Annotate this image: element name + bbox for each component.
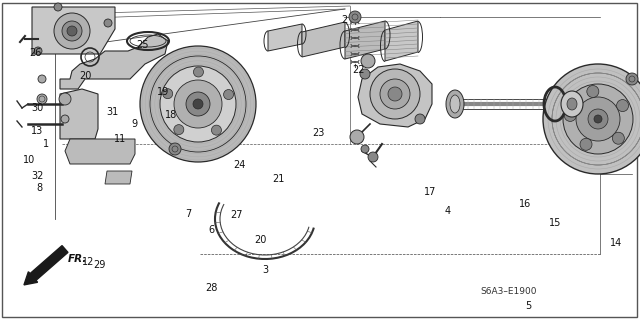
Circle shape <box>223 90 234 100</box>
Text: 20: 20 <box>254 235 267 245</box>
Text: 29: 29 <box>93 260 106 271</box>
Polygon shape <box>60 89 98 139</box>
Circle shape <box>59 93 71 105</box>
Circle shape <box>37 94 47 104</box>
Text: 14: 14 <box>609 238 622 248</box>
Polygon shape <box>385 21 418 61</box>
Circle shape <box>54 13 90 49</box>
Circle shape <box>616 100 628 112</box>
Circle shape <box>54 3 62 11</box>
Circle shape <box>612 132 625 144</box>
Circle shape <box>368 152 378 162</box>
Text: 20: 20 <box>79 71 92 81</box>
Circle shape <box>163 89 173 99</box>
Circle shape <box>61 115 69 123</box>
Polygon shape <box>60 34 168 89</box>
Text: 5: 5 <box>525 300 531 311</box>
Text: 32: 32 <box>31 171 44 181</box>
Text: 25: 25 <box>136 40 148 50</box>
Circle shape <box>564 109 576 122</box>
Ellipse shape <box>450 95 460 113</box>
Circle shape <box>626 73 638 85</box>
Text: 4: 4 <box>445 205 451 216</box>
Text: 21: 21 <box>272 174 285 184</box>
Text: 18: 18 <box>165 110 178 121</box>
Text: 13: 13 <box>31 126 44 136</box>
Circle shape <box>62 21 82 41</box>
Circle shape <box>587 85 599 98</box>
Circle shape <box>588 109 608 129</box>
Text: 30: 30 <box>31 103 44 114</box>
Text: FR.: FR. <box>68 254 88 264</box>
Polygon shape <box>302 22 345 57</box>
Circle shape <box>193 99 203 109</box>
Text: 24: 24 <box>233 160 246 170</box>
Circle shape <box>193 67 204 77</box>
Circle shape <box>104 19 112 27</box>
Text: 31: 31 <box>106 107 118 117</box>
Text: 12: 12 <box>82 257 95 267</box>
Text: 19: 19 <box>157 87 170 97</box>
Circle shape <box>186 92 210 116</box>
Ellipse shape <box>567 98 577 110</box>
Circle shape <box>160 66 236 142</box>
Circle shape <box>34 47 42 55</box>
Polygon shape <box>358 64 432 127</box>
Text: 11: 11 <box>114 134 127 144</box>
Text: 27: 27 <box>230 210 243 220</box>
Circle shape <box>361 145 369 153</box>
Circle shape <box>361 54 375 68</box>
Circle shape <box>349 11 361 23</box>
Text: 3: 3 <box>262 264 269 275</box>
Circle shape <box>370 69 420 119</box>
Polygon shape <box>345 21 385 59</box>
Polygon shape <box>148 57 248 139</box>
Text: 28: 28 <box>205 283 218 293</box>
Text: 26: 26 <box>29 48 42 58</box>
Polygon shape <box>65 139 135 164</box>
Circle shape <box>38 75 46 83</box>
Circle shape <box>169 143 181 155</box>
Text: 8: 8 <box>36 183 43 193</box>
Circle shape <box>350 130 364 144</box>
Polygon shape <box>268 24 302 51</box>
Circle shape <box>576 97 620 141</box>
Circle shape <box>140 46 256 162</box>
FancyArrow shape <box>24 246 68 285</box>
Circle shape <box>174 80 222 128</box>
Text: 6: 6 <box>208 225 214 235</box>
Ellipse shape <box>446 90 464 118</box>
Circle shape <box>563 84 633 154</box>
Text: 10: 10 <box>22 155 35 166</box>
Text: S6A3–E1900: S6A3–E1900 <box>480 286 536 295</box>
Text: 2: 2 <box>341 15 348 25</box>
Circle shape <box>360 69 370 79</box>
Text: 15: 15 <box>549 218 562 228</box>
Text: 9: 9 <box>131 119 138 129</box>
Circle shape <box>388 87 402 101</box>
Circle shape <box>174 125 184 135</box>
Circle shape <box>415 114 425 124</box>
Polygon shape <box>105 171 132 184</box>
Polygon shape <box>32 7 115 54</box>
Text: 17: 17 <box>424 187 436 197</box>
Circle shape <box>594 115 602 123</box>
Text: 22: 22 <box>352 65 365 75</box>
Circle shape <box>543 64 640 174</box>
Text: 16: 16 <box>518 199 531 209</box>
Circle shape <box>580 138 592 150</box>
Circle shape <box>380 79 410 109</box>
Text: 23: 23 <box>312 128 324 138</box>
Circle shape <box>67 26 77 36</box>
Text: 7: 7 <box>186 209 192 219</box>
Text: 1: 1 <box>43 139 49 149</box>
Circle shape <box>211 125 221 135</box>
Ellipse shape <box>561 91 583 117</box>
